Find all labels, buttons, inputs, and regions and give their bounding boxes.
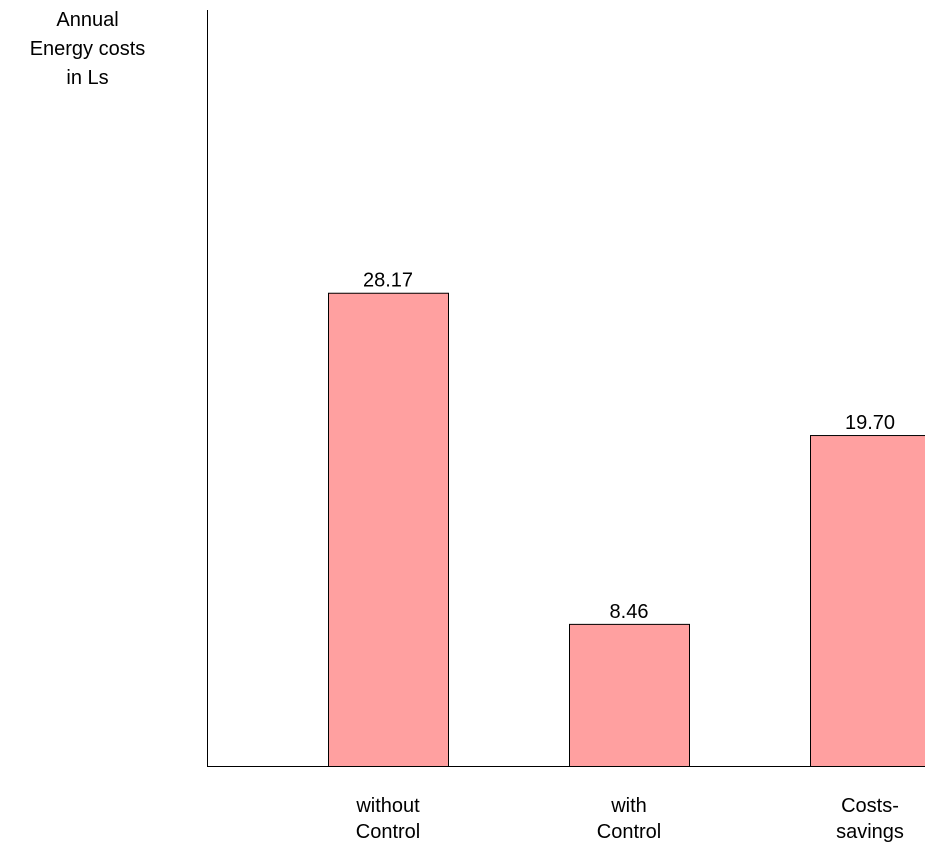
category-label-0-line-0: without [356, 795, 420, 817]
category-label-1-line-0: with [611, 795, 647, 817]
bar-value-label-0: 28.17 [363, 270, 413, 292]
bars-group: 28.17 8.46 19.70 [328, 270, 925, 768]
category-label-2-line-0: Costs- [841, 795, 899, 817]
y-axis-title-line-2: Energy costs [29, 38, 146, 60]
category-label-2-line-1: savings [836, 821, 904, 843]
bar-value-label-1: 8.46 [610, 601, 649, 623]
category-label-2: Costs-savings [790, 793, 925, 845]
bar-2 [810, 435, 925, 767]
category-label-1-line-1: Control [596, 821, 662, 843]
y-axis-title-line-1: Annual [56, 9, 119, 31]
bar-value-label-2: 19.70 [845, 412, 895, 434]
category-label-1: with Control [549, 793, 709, 845]
bar-0 [328, 292, 449, 767]
category-label-0: without Control [308, 793, 468, 845]
category-label-0-line-1: Control [355, 821, 421, 843]
bar-1 [569, 623, 690, 768]
y-axis-title-line-3: in Ls [66, 67, 109, 89]
